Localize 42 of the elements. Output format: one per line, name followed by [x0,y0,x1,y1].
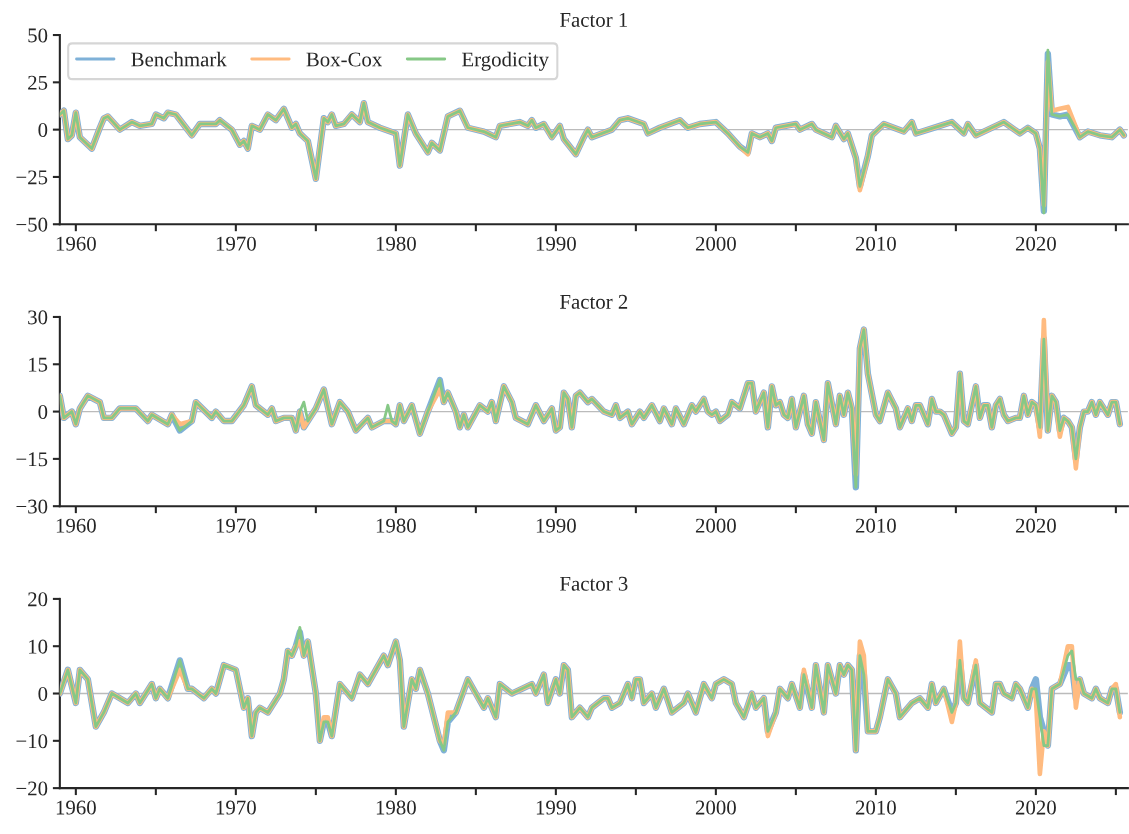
x-tick-label: 1960 [56,800,96,815]
legend-label: Box-Cox [306,52,383,67]
x-tick-label: 1980 [376,518,416,533]
x-tick-label: 2000 [695,518,736,533]
y-tick-label: −15 [16,452,48,467]
x-tick-label: 1990 [536,236,576,251]
x-tick-label: 2000 [695,236,736,251]
y-tick-label: 25 [28,75,48,90]
x-tick-label: 1990 [536,518,576,533]
y-tick-label: −50 [16,217,48,232]
x-tick-label: 2010 [855,518,896,533]
y-tick-label: 50 [28,28,48,43]
x-tick-label: 2000 [695,800,736,815]
y-tick-label: 0 [38,123,48,138]
x-tick-label: 1970 [216,800,256,815]
x-tick-label: 1960 [56,518,96,533]
x-tick-label: 2010 [855,800,896,815]
x-tick-label: 2020 [1015,800,1056,815]
y-tick-label: −30 [16,499,48,514]
x-tick-label: 1980 [376,800,416,815]
y-tick-label: 0 [38,686,48,701]
chart-title: Factor 3 [560,576,628,591]
y-tick-label: 10 [29,639,48,654]
y-tick-label: 30 [28,310,48,325]
y-tick-label: 15 [29,357,48,372]
x-tick-label: 2020 [1015,236,1056,251]
x-tick-label: 1960 [56,236,96,251]
legend-label: Benchmark [131,51,227,67]
x-tick-label: 2010 [855,236,896,251]
x-tick-label: 1980 [376,236,416,251]
y-tick-label: 0 [38,404,48,420]
x-tick-label: 2020 [1015,518,1056,533]
y-tick-label: 20 [28,592,48,607]
y-tick-label: −25 [16,170,48,185]
legend-label: Ergodicity [462,51,549,71]
chart-title: Factor 2 [560,294,628,309]
x-tick-label: 1970 [216,518,256,533]
y-tick-label: −10 [16,734,48,749]
y-tick-label: −20 [16,781,48,796]
chart-title: Factor 1 [560,12,628,27]
x-tick-label: 1990 [536,800,576,815]
x-tick-label: 1970 [216,236,256,251]
